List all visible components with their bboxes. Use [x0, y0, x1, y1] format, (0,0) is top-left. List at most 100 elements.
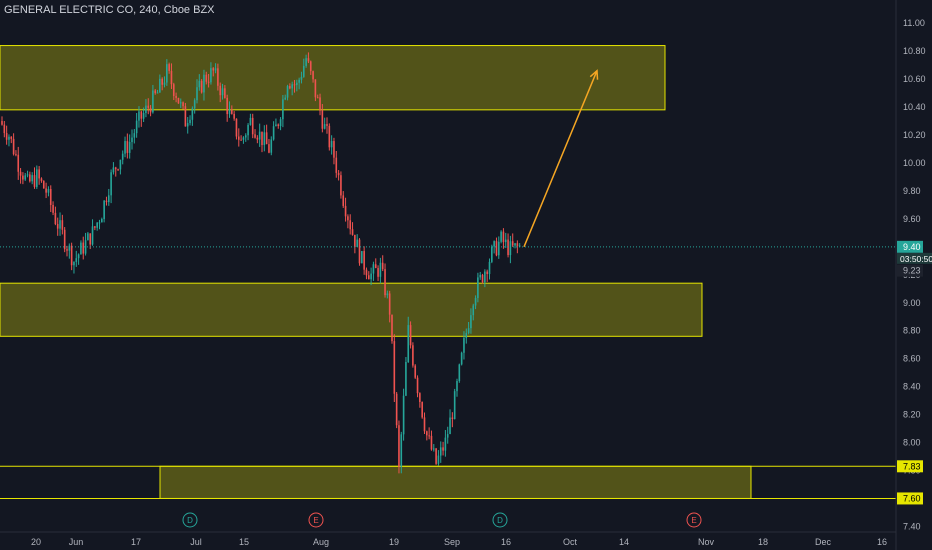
candle-body [270, 139, 273, 153]
candle-body [3, 124, 6, 134]
price-label-760-bg [897, 492, 923, 505]
candle-body [251, 117, 254, 135]
candle-body [138, 111, 140, 121]
candle-body [509, 241, 512, 256]
candle-body [75, 258, 78, 262]
candle-body [472, 305, 475, 316]
candle-body [289, 86, 291, 89]
candle-body [210, 68, 212, 83]
price-label-783-bg [897, 460, 923, 473]
candle-body [488, 261, 491, 275]
candle-body [193, 100, 196, 109]
projection-arrow-line [523, 70, 598, 248]
candle-body [358, 239, 361, 264]
y-tick-label: 8.80 [903, 326, 921, 336]
x-tick-label: Sep [444, 537, 460, 547]
y-tick-label: 10.60 [903, 74, 926, 84]
candle-body [203, 74, 205, 93]
candle-body [161, 78, 163, 85]
candle-body [228, 109, 231, 115]
candle-body [12, 138, 15, 155]
candle-body [351, 229, 354, 235]
candle-body [54, 212, 57, 225]
candle-body [479, 274, 482, 278]
zone-3 [159, 465, 752, 499]
countdown-bg [897, 252, 932, 264]
candle-body [500, 231, 502, 242]
candle-body [265, 132, 268, 145]
projection-arrow-head-icon [589, 69, 599, 80]
candle-body [374, 264, 377, 269]
candle-body [309, 61, 312, 72]
y-tick-label: 8.60 [903, 354, 921, 364]
candle-body [412, 345, 414, 366]
x-tick-label: 18 [758, 537, 768, 547]
candle-body [212, 68, 215, 71]
candle-body [323, 124, 326, 129]
candle-body [432, 448, 435, 450]
candle-body [316, 97, 319, 99]
candle-body [349, 220, 352, 230]
price-label-783: 7.83 [903, 461, 921, 471]
candle-body [117, 169, 119, 171]
candle-body [347, 216, 349, 221]
y-tick-label: 11.00 [903, 18, 925, 28]
candle-body [135, 120, 138, 134]
y-tick-label: 10.40 [903, 102, 926, 112]
candle-body [481, 274, 484, 283]
candle-body [514, 243, 516, 246]
candle-body [147, 105, 150, 109]
candle-body [186, 123, 189, 127]
candle-body [312, 71, 314, 80]
candle-body [189, 119, 191, 124]
candle-body [182, 102, 184, 107]
chart-title: GENERAL ELECTRIC CO, 240, Cboe BZX [4, 4, 215, 16]
candle-body [38, 169, 40, 179]
candle-body [377, 268, 379, 277]
candle-body [442, 447, 444, 451]
candle-body [419, 393, 421, 402]
candle-body [379, 262, 382, 277]
candle-body [107, 195, 110, 203]
event-badge-label: E [691, 516, 696, 525]
candle-body [330, 141, 333, 148]
candle-body [224, 88, 226, 98]
candle-body [170, 70, 173, 85]
candle-body [456, 381, 458, 392]
x-tick-label: 15 [239, 537, 249, 547]
candle-body [1, 121, 3, 125]
candle-body [495, 241, 498, 256]
candle-body [56, 224, 59, 229]
candle-body [101, 219, 103, 223]
candle-body [231, 109, 233, 114]
candle-body [363, 251, 365, 270]
candle-body [121, 153, 124, 160]
x-tick-label: 17 [131, 537, 141, 547]
candle-body [244, 135, 247, 138]
candle-body [279, 119, 282, 127]
candle-body [384, 269, 386, 296]
candle-body [407, 325, 410, 363]
candle-body [142, 112, 145, 119]
candle-body [66, 249, 68, 251]
candle-body [446, 434, 449, 438]
candle-body [10, 136, 13, 139]
candle-body [275, 124, 277, 127]
candle-body [428, 435, 430, 437]
candle-body [133, 133, 136, 138]
candle-body [381, 262, 384, 270]
candle-body [293, 84, 296, 86]
candle-body [298, 79, 300, 83]
candle-body [460, 352, 463, 365]
candle-body [168, 64, 170, 71]
x-tick-label: Jun [69, 537, 84, 547]
candle-body [258, 131, 261, 140]
candle-body [17, 154, 20, 172]
candle-body [200, 80, 203, 93]
candle-body [63, 229, 66, 250]
candle-body [42, 180, 45, 189]
candle-body [300, 76, 303, 80]
candle-body [242, 137, 245, 140]
candle-body [277, 124, 280, 127]
